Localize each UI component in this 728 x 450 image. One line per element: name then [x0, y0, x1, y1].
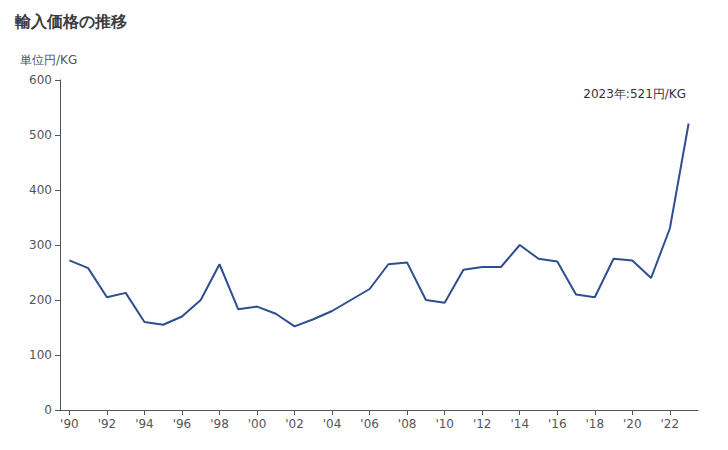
svg-text:'16: '16: [548, 417, 567, 431]
svg-text:'94: '94: [135, 417, 154, 431]
svg-text:'08: '08: [398, 417, 417, 431]
svg-text:600: 600: [29, 73, 52, 87]
svg-text:'02: '02: [285, 417, 304, 431]
svg-text:'12: '12: [473, 417, 492, 431]
svg-text:単位円/KG: 単位円/KG: [20, 53, 77, 67]
svg-text:'22: '22: [661, 417, 680, 431]
svg-text:'06: '06: [360, 417, 379, 431]
svg-text:100: 100: [29, 348, 52, 362]
svg-text:'96: '96: [173, 417, 192, 431]
svg-text:300: 300: [29, 238, 52, 252]
svg-text:2023年:521円/KG: 2023年:521円/KG: [583, 87, 686, 101]
svg-text:'98: '98: [210, 417, 229, 431]
svg-text:'92: '92: [98, 417, 117, 431]
svg-text:'00: '00: [248, 417, 267, 431]
svg-text:'20: '20: [623, 417, 642, 431]
svg-text:500: 500: [29, 128, 52, 142]
svg-text:'10: '10: [435, 417, 454, 431]
svg-text:'04: '04: [323, 417, 342, 431]
svg-text:'90: '90: [60, 417, 79, 431]
svg-text:0: 0: [44, 403, 52, 417]
svg-text:'18: '18: [586, 417, 605, 431]
svg-text:輸入価格の推移: 輸入価格の推移: [14, 12, 127, 31]
svg-text:'14: '14: [510, 417, 529, 431]
svg-text:200: 200: [29, 293, 52, 307]
svg-text:400: 400: [29, 183, 52, 197]
